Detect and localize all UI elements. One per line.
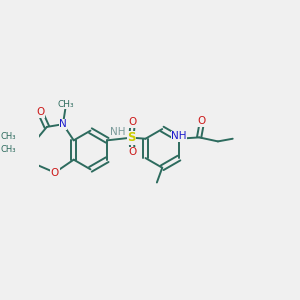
Text: NH: NH [171,131,187,141]
Text: O: O [129,117,137,127]
Text: N: N [59,119,67,129]
Text: CH₃: CH₃ [1,145,16,154]
Text: O: O [36,107,44,117]
Text: O: O [198,116,206,126]
Text: CH₃: CH₃ [1,132,16,141]
Text: O: O [51,168,59,178]
Text: S: S [127,131,136,144]
Text: NH: NH [110,127,125,137]
Text: CH₃: CH₃ [57,100,74,109]
Text: O: O [129,147,137,158]
